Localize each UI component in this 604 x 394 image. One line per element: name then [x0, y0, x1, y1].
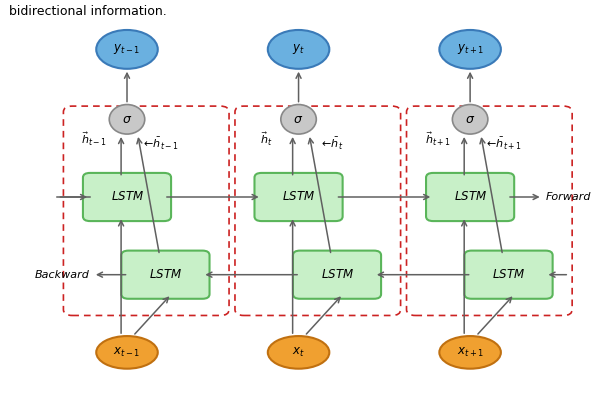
- Ellipse shape: [96, 336, 158, 369]
- Text: $LSTM$: $LSTM$: [149, 268, 182, 281]
- Text: $LSTM$: $LSTM$: [321, 268, 353, 281]
- Text: $LSTM$: $LSTM$: [492, 268, 525, 281]
- FancyBboxPatch shape: [293, 251, 381, 299]
- Text: $\leftarrow\!\bar{h}_{t}$: $\leftarrow\!\bar{h}_{t}$: [319, 136, 343, 152]
- FancyBboxPatch shape: [464, 251, 553, 299]
- Ellipse shape: [439, 336, 501, 369]
- Text: $y_{t+1}$: $y_{t+1}$: [457, 43, 484, 56]
- Text: $x_t$: $x_t$: [292, 346, 305, 359]
- FancyBboxPatch shape: [426, 173, 514, 221]
- Text: $y_{t-1}$: $y_{t-1}$: [114, 43, 141, 56]
- Text: $\sigma$: $\sigma$: [122, 113, 132, 126]
- Text: $\leftarrow\!\bar{h}_{t+1}$: $\leftarrow\!\bar{h}_{t+1}$: [484, 136, 522, 152]
- FancyBboxPatch shape: [83, 173, 171, 221]
- Text: $\vec{h}_{t-1}$: $\vec{h}_{t-1}$: [82, 130, 108, 148]
- Ellipse shape: [96, 30, 158, 69]
- Text: bidirectional information.: bidirectional information.: [8, 5, 167, 18]
- Text: $y_t$: $y_t$: [292, 43, 305, 56]
- Ellipse shape: [439, 30, 501, 69]
- Text: $LSTM$: $LSTM$: [282, 191, 315, 203]
- Text: $\sigma$: $\sigma$: [294, 113, 304, 126]
- Text: Backward: Backward: [35, 269, 90, 280]
- Ellipse shape: [452, 104, 488, 134]
- FancyBboxPatch shape: [121, 251, 210, 299]
- Text: $x_{t-1}$: $x_{t-1}$: [114, 346, 141, 359]
- Text: $x_{t+1}$: $x_{t+1}$: [457, 346, 484, 359]
- Text: Forward: Forward: [545, 192, 591, 202]
- Text: $\sigma$: $\sigma$: [465, 113, 475, 126]
- Text: $\vec{h}_{t+1}$: $\vec{h}_{t+1}$: [425, 130, 451, 148]
- Ellipse shape: [281, 104, 316, 134]
- Text: $\vec{h}_{t}$: $\vec{h}_{t}$: [260, 130, 272, 148]
- Ellipse shape: [109, 104, 145, 134]
- Text: $\leftarrow\!\bar{h}_{t-1}$: $\leftarrow\!\bar{h}_{t-1}$: [141, 136, 178, 152]
- Ellipse shape: [268, 30, 329, 69]
- Ellipse shape: [268, 336, 329, 369]
- Text: $LSTM$: $LSTM$: [111, 191, 144, 203]
- FancyBboxPatch shape: [254, 173, 342, 221]
- Text: $LSTM$: $LSTM$: [454, 191, 487, 203]
